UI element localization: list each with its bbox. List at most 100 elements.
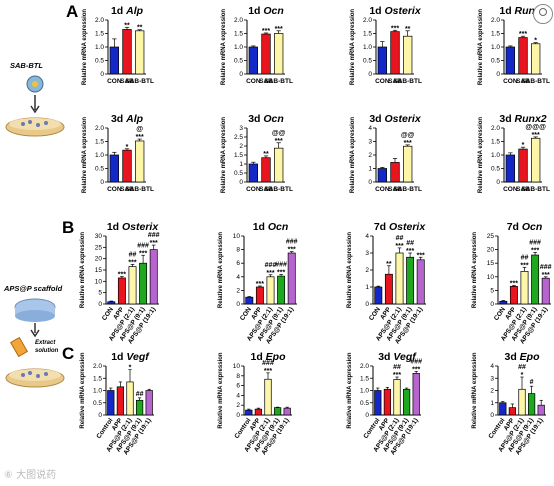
y-axis-label: Relative mRNA expression (82, 9, 88, 85)
bar (122, 149, 132, 183)
chart-title-gene: Osterix (122, 221, 159, 233)
significance-mark: *** (275, 26, 283, 33)
bar (402, 388, 411, 416)
chart-title: 7d Osterix (374, 221, 427, 233)
y-tick-label: 15 (95, 267, 103, 274)
y-tick-label: 0 (490, 301, 494, 308)
significance-mark: ### (275, 261, 287, 268)
significance-mark: *** (277, 269, 285, 276)
y-axis-label: Relative mRNA expression (350, 117, 356, 193)
chart-title-prefix: 1d (253, 221, 268, 233)
y-axis-label: Relative mRNA expression (221, 117, 227, 193)
y-tick-label: 2.0 (360, 363, 369, 370)
significance-mark: *** (262, 28, 270, 35)
bar (384, 273, 393, 305)
significance-mark: @ (136, 126, 143, 133)
x-tick-label: SAB-BTL (264, 186, 293, 193)
x-tick-label: CON (107, 78, 122, 85)
bar (128, 266, 137, 305)
significance-mark: ### (265, 262, 277, 269)
chart-a-3d-ocn: 3d Ocn 0 0.5 1 1.5 2 2.5 3 Relative mRNA express… (221, 113, 293, 193)
chart-title: 3d Osterix (369, 113, 422, 125)
y-tick-label: 1.0 (360, 388, 369, 395)
chart-title-gene: Ocn (263, 5, 283, 17)
significance-mark: ** (405, 26, 411, 33)
y-tick-label: 0.5 (234, 170, 243, 177)
x-tick-label: SAB (388, 78, 402, 85)
bar (109, 154, 119, 183)
y-tick-label: 10 (233, 233, 241, 240)
chart-title: 3d Epo (504, 351, 540, 363)
y-tick-label: 4 (236, 392, 240, 399)
sab-btl-label: SAB-BTL (10, 61, 43, 70)
y-tick-label: 6 (236, 260, 240, 267)
panel-letter-a: A (66, 2, 78, 21)
y-tick-label: 2.0 (363, 17, 372, 24)
chart-title: 1d Epo (250, 351, 286, 363)
significance-mark: ** (124, 22, 130, 29)
y-tick-label: 0.5 (491, 166, 500, 173)
bar (117, 277, 126, 305)
significance-mark: *** (266, 270, 274, 277)
bar (107, 390, 115, 416)
x-tick-label: SAB-BTL (393, 78, 422, 85)
chart-title: 3d Runx2 (499, 113, 546, 125)
x-tick-label: CON (375, 78, 390, 85)
y-tick-label: 1.0 (491, 152, 500, 159)
chart-c-3d-vegf: 3d Vegf 0 0.5 1.0 1.5 2.0 Relative mRNA expres… (347, 351, 422, 456)
y-tick-label: 0.5 (491, 58, 500, 65)
y-tick-label: 20 (95, 256, 103, 263)
chart-a-1d-osterix: 1d Osterix 0 0.5 1.0 1.5 2.0 Relative mRNA exp… (350, 5, 422, 85)
significance-mark: * (129, 365, 132, 372)
y-tick-label: 0 (490, 412, 494, 419)
bar (255, 286, 264, 305)
bar (109, 46, 119, 75)
y-axis-label: Relative mRNA expression (218, 232, 224, 308)
y-tick-label: 20 (487, 247, 495, 254)
significance-mark: *** (510, 281, 518, 288)
y-tick-label: 0 (496, 71, 500, 78)
bar (266, 276, 275, 305)
y-tick-label: 0 (239, 179, 243, 186)
significance-mark: *** (256, 281, 264, 288)
search-icon[interactable] (533, 4, 553, 24)
y-tick-label: 1.5 (491, 31, 500, 38)
bar (383, 388, 392, 416)
charts-group: 1d Alp 0 0.5 1.0 1.5 2.0 Relative mRNA express… (80, 5, 552, 456)
y-tick-label: 1 (368, 166, 372, 173)
bar (274, 33, 284, 75)
y-tick-label: 1.0 (95, 152, 104, 159)
sab-btl-schematic: SAB-BTL (5, 61, 65, 137)
significance-mark: *** (128, 259, 136, 266)
y-tick-label: 10 (487, 274, 495, 281)
bar (248, 163, 258, 183)
significance-mark: *** (391, 25, 399, 32)
chart-b-1d-osterix: 1d Osterix 0 5 10 15 20 25 30 Relative mRNA expr… (80, 221, 160, 345)
y-tick-label: 4 (490, 363, 494, 370)
significance-mark: *** (406, 248, 414, 255)
down-arrow-icon-2 (30, 323, 40, 338)
x-tick-label: SAB-BTL (125, 186, 154, 193)
chart-title-gene: Alp (125, 5, 144, 17)
chart-c-1d-vegf: 1d Vegf 0 0.5 1.0 1.5 2.0 Relative mRNA expres… (80, 351, 154, 456)
y-tick-label: 2.0 (95, 125, 104, 132)
bar (499, 300, 508, 305)
y-tick-label: 1.0 (491, 44, 500, 51)
significance-mark: ### (286, 239, 298, 246)
bar (518, 388, 526, 416)
y-axis-label: Relative mRNA expression (218, 352, 224, 428)
y-tick-label: 8 (236, 373, 240, 380)
y-tick-label: 2.0 (491, 17, 500, 24)
y-tick-label: 0 (239, 71, 243, 78)
bar (107, 301, 116, 305)
y-tick-label: 1.5 (234, 31, 243, 38)
x-tick-label: CON (246, 78, 261, 85)
significance-mark: # (530, 379, 534, 386)
bar (287, 252, 296, 305)
chart-title-prefix: 3d (369, 113, 384, 125)
y-tick-label: 1.5 (491, 139, 500, 146)
significance-mark: ## (393, 364, 401, 371)
chart-title-prefix: 3d (111, 113, 126, 125)
significance-mark: *** (519, 31, 527, 38)
x-tick-label: SAB (516, 186, 530, 193)
